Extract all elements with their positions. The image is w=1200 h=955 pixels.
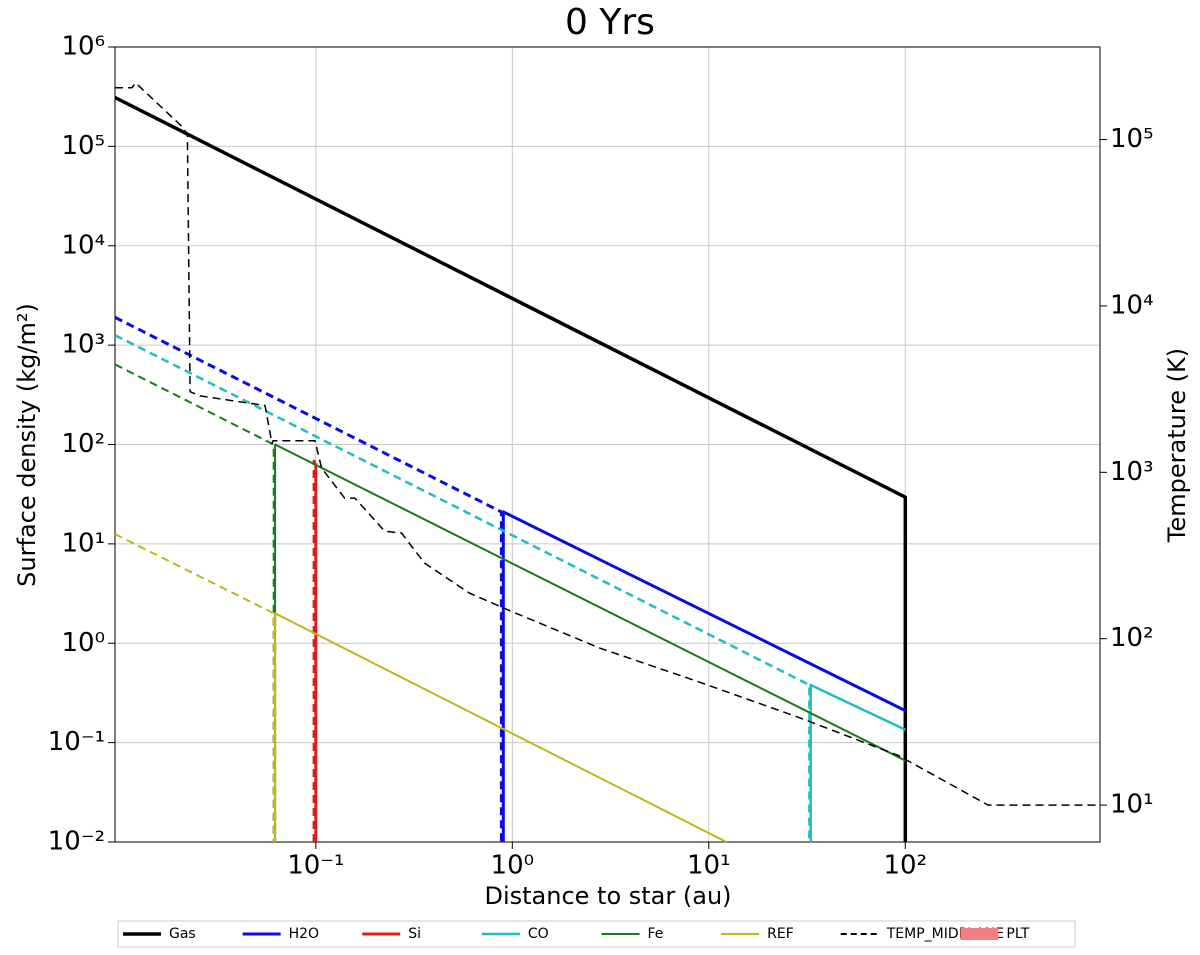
chart-title: 0 Yrs bbox=[565, 2, 655, 43]
legend-patch bbox=[960, 928, 999, 940]
legend-label: H2O bbox=[289, 926, 319, 942]
legend-label: REF bbox=[767, 926, 794, 942]
line bbox=[501, 510, 906, 842]
x-tick-label: 10¹ bbox=[687, 851, 731, 881]
y2-tick-label: 10³ bbox=[1110, 457, 1154, 487]
legend-label: Si bbox=[408, 926, 421, 942]
y-tick-label: 10⁵ bbox=[61, 131, 105, 161]
legend-label: PLT bbox=[1006, 926, 1029, 942]
y-tick-label: 10² bbox=[61, 429, 105, 459]
line bbox=[809, 683, 906, 842]
x-tick-label: 10⁻¹ bbox=[287, 851, 344, 881]
y-axis-label: Surface density (kg/m²) bbox=[13, 303, 41, 587]
line bbox=[274, 612, 727, 843]
legend-label: Fe bbox=[648, 926, 664, 942]
y-tick-label: 10⁶ bbox=[61, 32, 105, 62]
plot-frame bbox=[114, 46, 1101, 843]
line bbox=[114, 95, 908, 842]
dashed-line bbox=[114, 316, 503, 842]
y2-tick-label: 10² bbox=[1110, 623, 1154, 653]
y-tick-label: 10⁻¹ bbox=[48, 727, 105, 757]
y-tick-label: 10⁻² bbox=[48, 827, 105, 857]
y2-axis-label: Temperature (K) bbox=[1163, 348, 1191, 543]
y-tick-label: 10³ bbox=[61, 330, 105, 360]
y-tick-label: 10¹ bbox=[61, 528, 105, 558]
x-axis-label: Distance to star (au) bbox=[484, 882, 731, 910]
x-tick-label: 10² bbox=[883, 851, 927, 881]
y2-tick-label: 10⁴ bbox=[1110, 290, 1154, 320]
dashed-line bbox=[115, 82, 1100, 806]
y-tick-label: 10⁰ bbox=[61, 628, 105, 658]
y-tick-label: 10⁴ bbox=[61, 230, 105, 260]
legend-label: Gas bbox=[169, 926, 196, 942]
y2-tick-label: 10⁵ bbox=[1110, 124, 1154, 154]
x-tick-label: 10⁰ bbox=[491, 851, 535, 881]
y2-tick-label: 10¹ bbox=[1110, 790, 1154, 820]
dashed-line bbox=[114, 533, 275, 842]
dashed-line bbox=[114, 363, 275, 842]
legend-label: CO bbox=[528, 926, 549, 942]
